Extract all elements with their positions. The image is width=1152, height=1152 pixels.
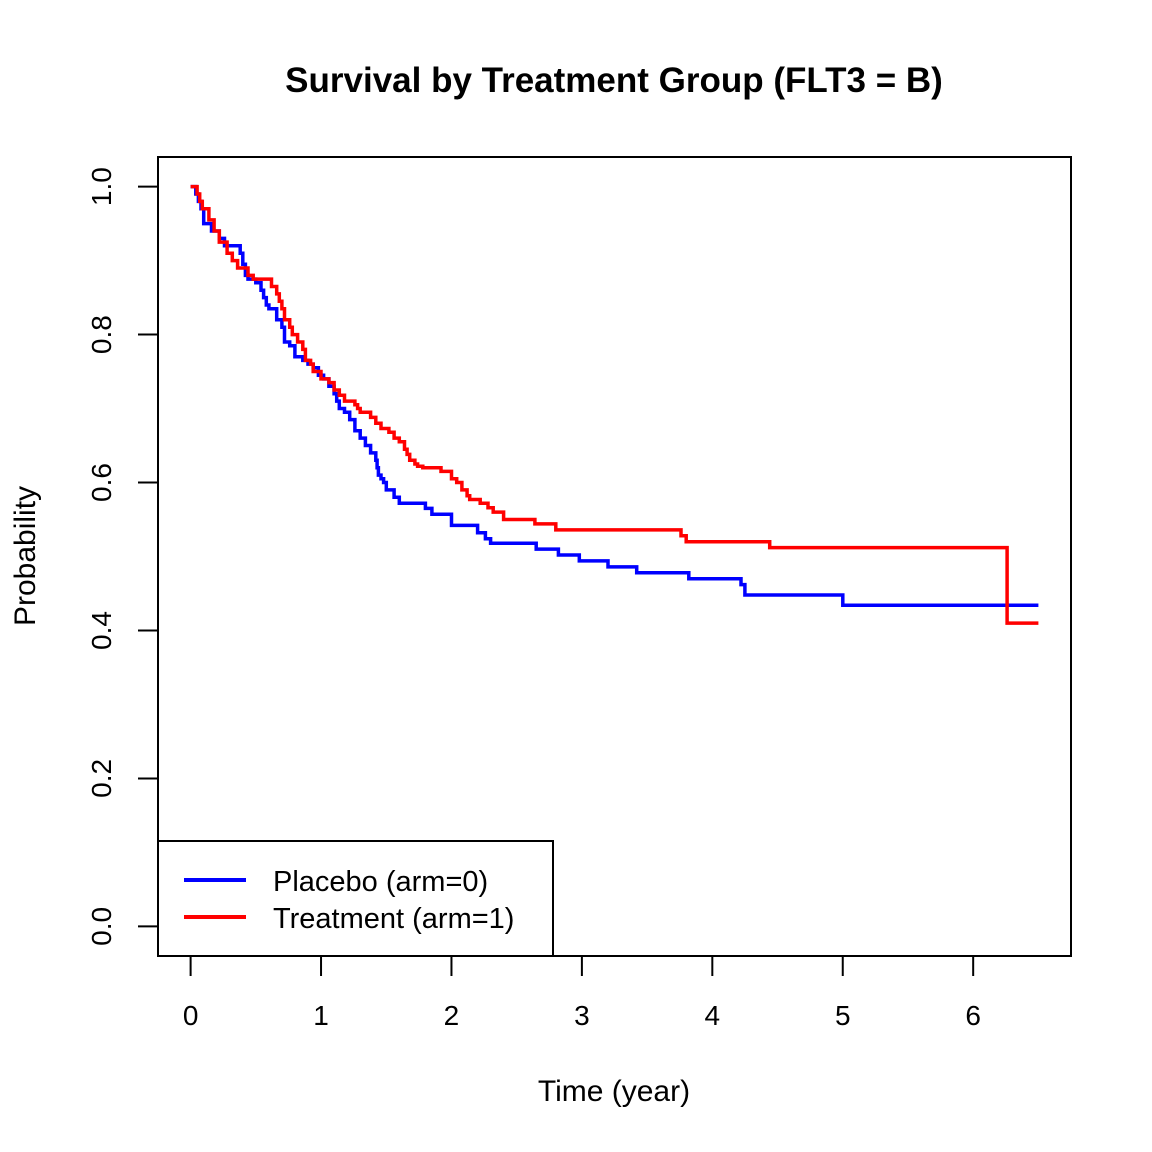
legend-box bbox=[157, 840, 554, 957]
x-tick-label: 1 bbox=[313, 1000, 329, 1031]
x-tick-label: 4 bbox=[705, 1000, 721, 1031]
y-tick-label: 0.8 bbox=[86, 315, 117, 354]
y-axis: 0.0 0.2 0.4 0.6 0.8 1.0 bbox=[86, 167, 159, 946]
x-tick-label: 5 bbox=[835, 1000, 851, 1031]
x-axis-label: Time (year) bbox=[538, 1075, 690, 1108]
series-line-treatment bbox=[190, 184, 1039, 625]
x-tick-label: 0 bbox=[183, 1000, 199, 1031]
y-tick-label: 0.6 bbox=[86, 463, 117, 502]
legend-label-treatment: Treatment (arm=1) bbox=[273, 903, 514, 935]
chart-title: Survival by Treatment Group (FLT3 = B) bbox=[285, 61, 943, 100]
x-tick-label: 6 bbox=[965, 1000, 981, 1031]
legend-label-placebo: Placebo (arm=0) bbox=[273, 866, 488, 898]
plot-lines bbox=[190, 184, 1039, 625]
y-tick-label: 0.0 bbox=[86, 907, 117, 946]
series-line-placebo bbox=[190, 184, 1039, 608]
y-tick-label: 1.0 bbox=[86, 167, 117, 206]
x-tick-label: 3 bbox=[574, 1000, 590, 1031]
y-axis-label: Probability bbox=[9, 486, 42, 626]
y-tick-label: 0.4 bbox=[86, 611, 117, 650]
x-tick-label: 2 bbox=[444, 1000, 460, 1031]
y-tick-label: 0.2 bbox=[86, 759, 117, 798]
x-axis: 0 1 2 3 4 5 6 bbox=[183, 955, 981, 1031]
legend: Placebo (arm=0) Treatment (arm=1) bbox=[157, 840, 554, 957]
